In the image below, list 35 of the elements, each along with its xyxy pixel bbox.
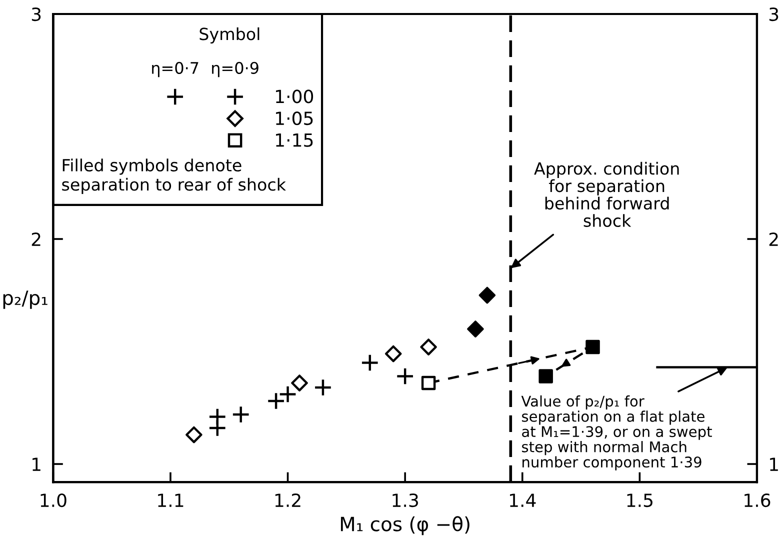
legend-label: 1·15 bbox=[276, 134, 313, 147]
annotation: Filled symbols denote separation to rear of shock bbox=[62, 158, 286, 194]
y-tick-label: 1 bbox=[32, 458, 40, 471]
y-tick-label: 3 bbox=[32, 7, 41, 22]
y-axis-title: p₂/p₁ bbox=[3, 290, 48, 309]
point bbox=[586, 340, 600, 354]
point bbox=[186, 426, 202, 444]
legend-label: 1·05 bbox=[276, 111, 313, 126]
x-tick-label: 1.0 bbox=[40, 493, 66, 508]
annotation: Approx. condition for separation behind forward shock bbox=[534, 162, 679, 227]
point bbox=[314, 378, 332, 397]
point bbox=[208, 408, 226, 426]
point bbox=[360, 354, 379, 372]
legend-label: 1·00 bbox=[276, 90, 314, 104]
x-tick-label: 1.3 bbox=[392, 493, 418, 508]
y2-tick-label: 2 bbox=[769, 232, 778, 246]
x-tick-label: 1.6 bbox=[744, 493, 770, 508]
x-tick-label: 1.5 bbox=[627, 494, 652, 508]
x-axis-title: M₁ cos (φ −θ) bbox=[340, 516, 470, 536]
point bbox=[538, 369, 553, 384]
y2-tick-label: 3 bbox=[769, 7, 778, 22]
x-tick-label: 1.2 bbox=[275, 493, 300, 507]
point bbox=[291, 374, 308, 392]
point bbox=[420, 338, 437, 356]
y2-tick-label: 1 bbox=[770, 458, 778, 471]
legend-title: Symbol bbox=[200, 27, 260, 44]
x-tick-label: 1.4 bbox=[510, 494, 536, 507]
annotation: Value of p₂/p₁ for separation on a flat plate at M₁=1·39, or on a swept step with normal Mach number component 1·39 bbox=[521, 395, 712, 470]
y-tick-label: 2 bbox=[32, 232, 40, 246]
x-tick-label: 1.1 bbox=[158, 494, 184, 507]
annotation: η=0·7 bbox=[152, 62, 198, 78]
point bbox=[232, 405, 250, 424]
annotation: η=0·9 bbox=[212, 62, 258, 78]
point bbox=[396, 367, 414, 386]
point bbox=[384, 345, 402, 362]
